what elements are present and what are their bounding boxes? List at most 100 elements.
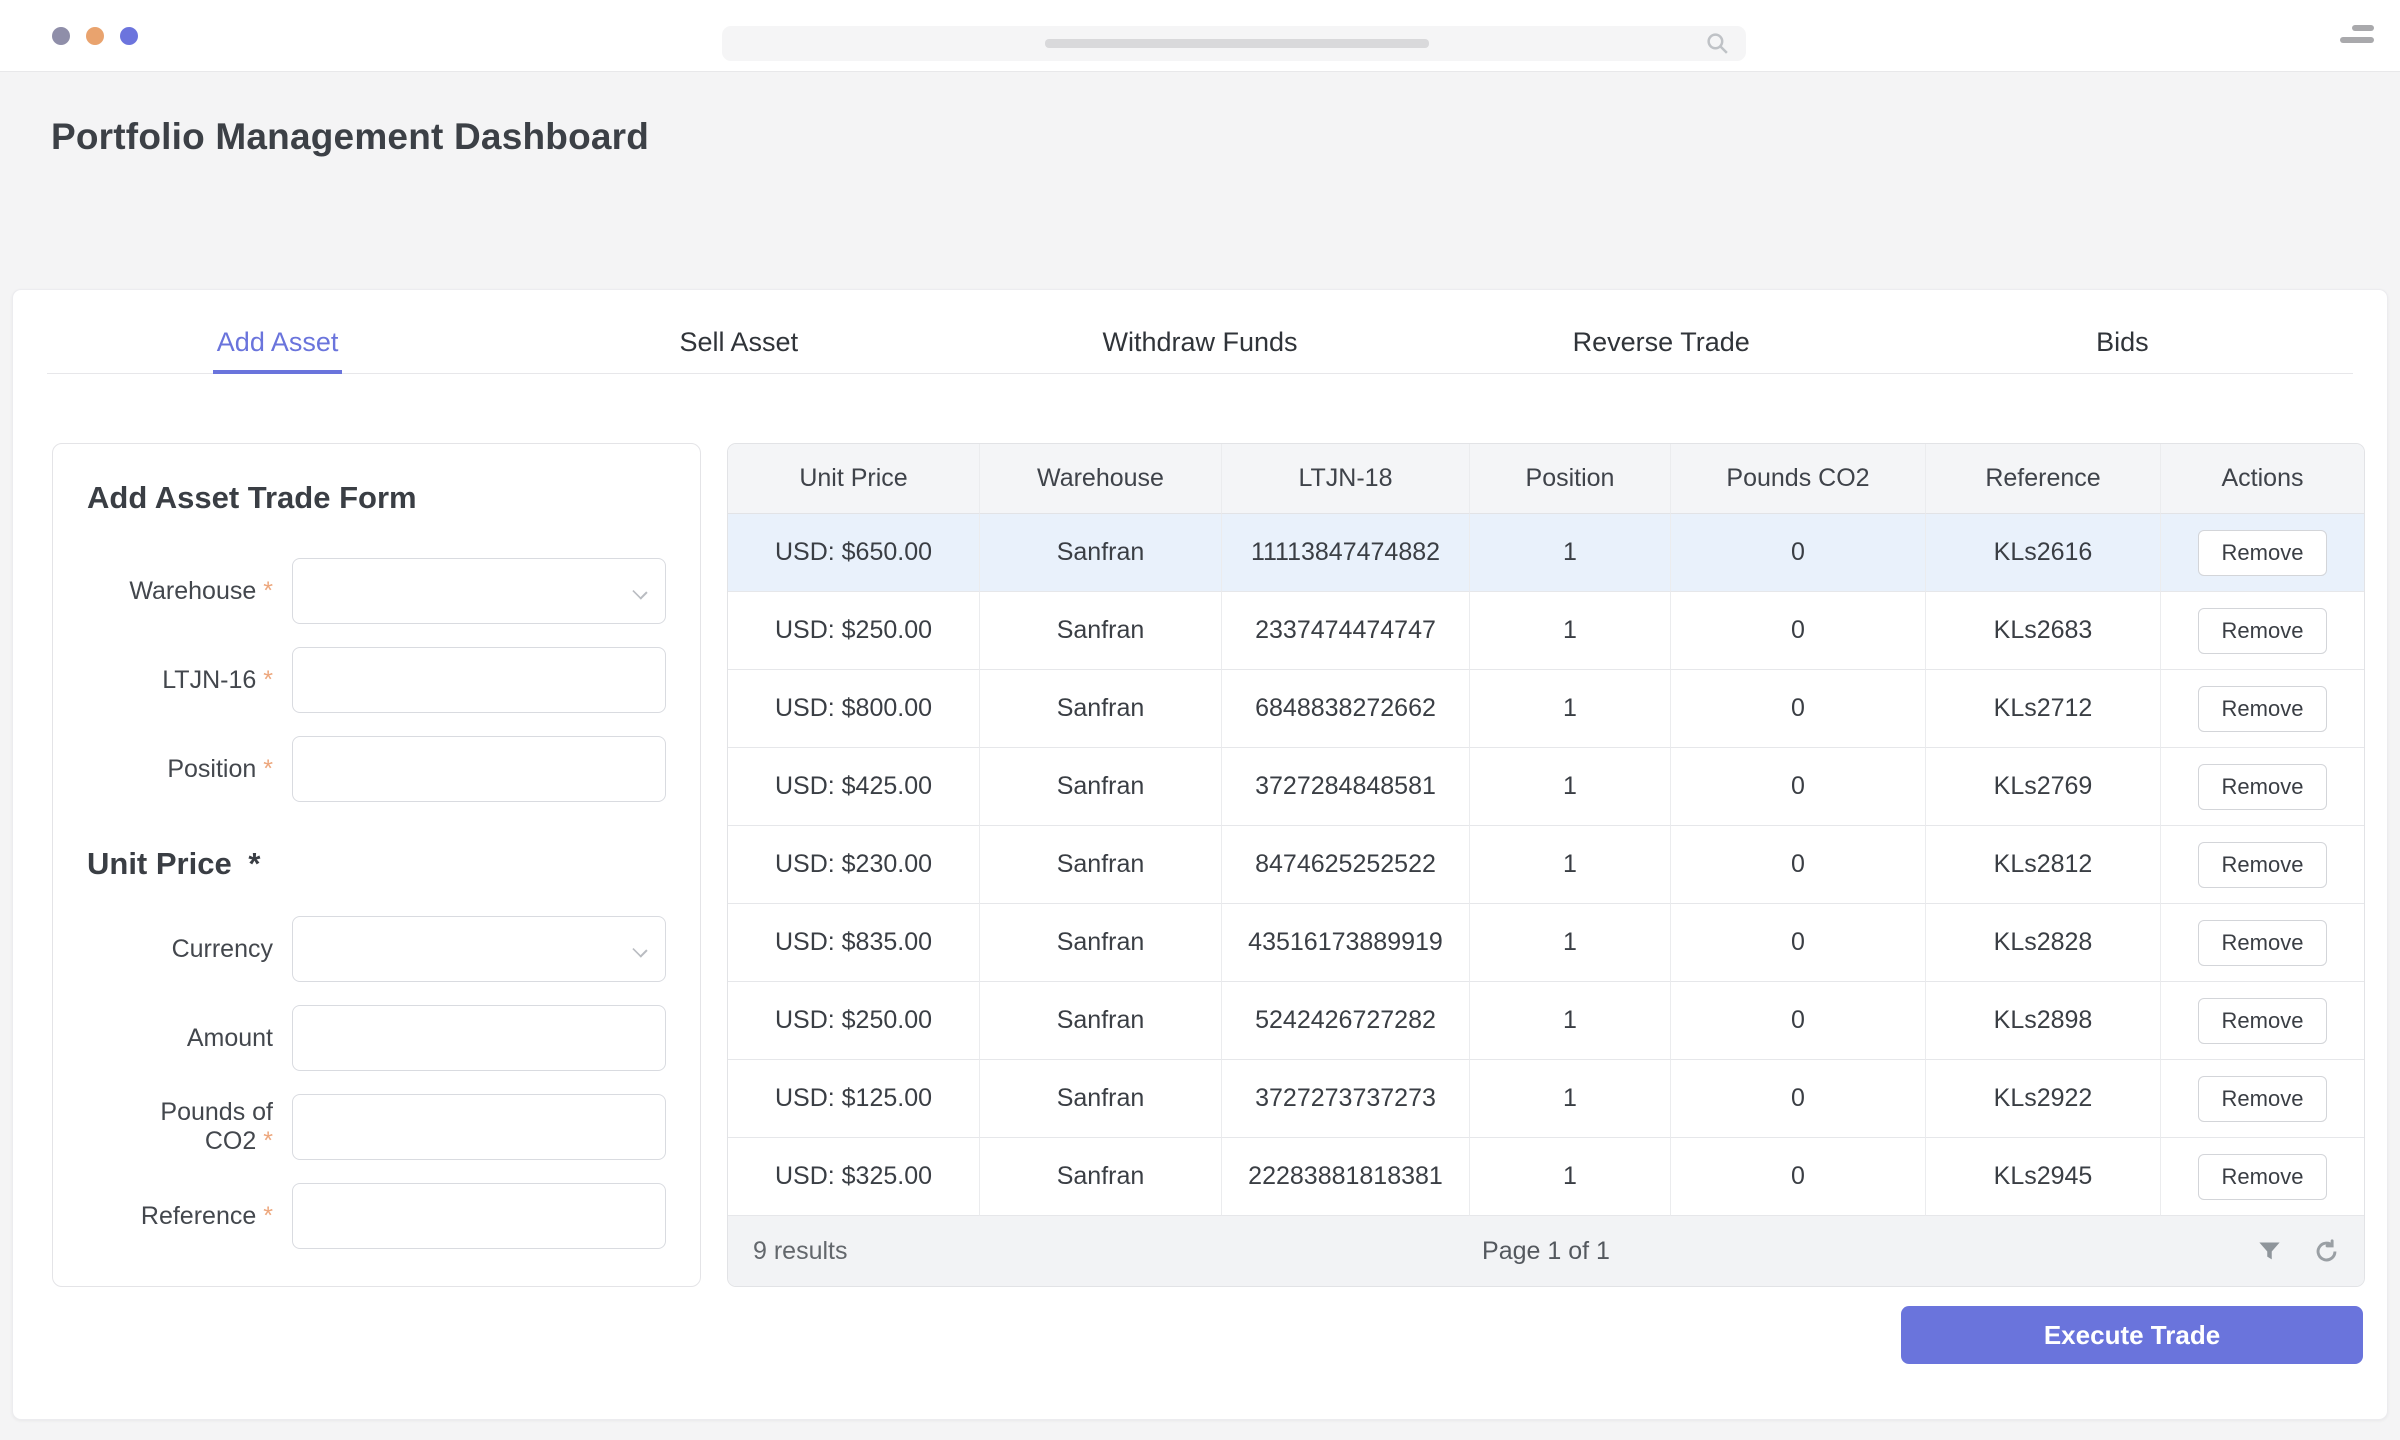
- required-star: *: [263, 754, 273, 783]
- required-star: *: [263, 1201, 273, 1230]
- tab-label: Sell Asset: [679, 327, 799, 357]
- search-icon: [1707, 33, 1728, 54]
- cell-actions: Remove: [2161, 592, 2364, 670]
- ltjn-16-input[interactable]: [292, 647, 666, 713]
- cell-position: 1: [1470, 670, 1671, 748]
- cell-pounds-co2: 0: [1671, 982, 1926, 1060]
- remove-button[interactable]: Remove: [2197, 997, 2328, 1044]
- cell-unit-price: USD: $250.00: [728, 982, 980, 1060]
- tab-reverse-trade[interactable]: Reverse Trade: [1431, 290, 1892, 373]
- results-count: 9 results: [753, 1236, 848, 1265]
- pounds-of-co2-input[interactable]: [292, 1094, 666, 1160]
- table-row: USD: $835.00 Sanfran 43516173889919 1 0 KLs28…: [728, 904, 2364, 982]
- cell-pounds-co2: 0: [1671, 748, 1926, 826]
- currency-select[interactable]: [292, 916, 666, 982]
- section-required-star: *: [239, 846, 261, 881]
- tabs: Add Asset Sell Asset Withdraw Funds Reverse…: [47, 290, 2353, 374]
- cell-unit-price: USD: $650.00: [728, 514, 980, 592]
- window-dot-orange[interactable]: [86, 27, 104, 45]
- cell-ltjn-18: 5242426727282: [1222, 982, 1470, 1060]
- remove-button[interactable]: Remove: [2197, 529, 2328, 576]
- cell-position: 1: [1470, 1138, 1671, 1216]
- remove-button[interactable]: Remove: [2197, 1075, 2328, 1122]
- cell-warehouse: Sanfran: [980, 748, 1222, 826]
- cell-unit-price: USD: $230.00: [728, 826, 980, 904]
- cell-actions: Remove: [2161, 1138, 2364, 1216]
- cell-position: 1: [1470, 1060, 1671, 1138]
- tab-withdraw-funds[interactable]: Withdraw Funds: [969, 290, 1430, 373]
- tab-label: Reverse Trade: [1572, 327, 1750, 357]
- cell-position: 1: [1470, 748, 1671, 826]
- cell-actions: Remove: [2161, 748, 2364, 826]
- remove-button[interactable]: Remove: [2197, 685, 2328, 732]
- cell-position: 1: [1470, 904, 1671, 982]
- field-label: Currency: [171, 934, 273, 963]
- column-header-warehouse: Warehouse: [980, 444, 1222, 514]
- cell-reference: KLs2898: [1926, 982, 2161, 1060]
- form-row: Warehouse *: [87, 558, 666, 624]
- add-asset-form: Add Asset Trade Form Warehouse * LTJN-16 *…: [52, 443, 701, 1287]
- cell-warehouse: Sanfran: [980, 1060, 1222, 1138]
- cell-actions: Remove: [2161, 1060, 2364, 1138]
- form-row: LTJN-16 *: [87, 647, 666, 713]
- form-title: Add Asset Trade Form: [87, 480, 417, 515]
- warehouse-select[interactable]: [292, 558, 666, 624]
- column-header-actions: Actions: [2161, 444, 2364, 514]
- cell-reference: KLs2616: [1926, 514, 2161, 592]
- form-row: Currency: [87, 916, 666, 982]
- required-star: *: [263, 1127, 273, 1155]
- cell-ltjn-18: 11113847474882: [1222, 514, 1470, 592]
- table-row: USD: $800.00 Sanfran 6848838272662 1 0 KLs271…: [728, 670, 2364, 748]
- cell-warehouse: Sanfran: [980, 670, 1222, 748]
- form-row: Pounds of CO2 *: [87, 1094, 666, 1160]
- cell-actions: Remove: [2161, 670, 2364, 748]
- amount-input[interactable]: [292, 1005, 666, 1071]
- window-dot-gray[interactable]: [52, 27, 70, 45]
- form-fields: Warehouse * LTJN-16 * Position * Unit Price…: [87, 558, 666, 1249]
- cell-ltjn-18: 3727273737273: [1222, 1060, 1470, 1138]
- filter-icon[interactable]: [2256, 1238, 2283, 1265]
- menu-icon[interactable]: [2340, 23, 2374, 47]
- remove-button[interactable]: Remove: [2197, 1153, 2328, 1200]
- field-label: Reference *: [140, 1201, 273, 1230]
- search-placeholder-line: [1045, 39, 1429, 48]
- refresh-icon[interactable]: [2313, 1238, 2340, 1265]
- cell-warehouse: Sanfran: [980, 1138, 1222, 1216]
- cell-unit-price: USD: $800.00: [728, 670, 980, 748]
- field-label: Position *: [167, 754, 273, 783]
- reference-input[interactable]: [292, 1183, 666, 1249]
- table-footer: 9 results Page 1 of 1: [728, 1216, 2364, 1286]
- execute-trade-button[interactable]: Execute Trade: [1901, 1306, 2363, 1364]
- table-row: USD: $250.00 Sanfran 2337474474747 1 0 KLs268…: [728, 592, 2364, 670]
- tab-sell-asset[interactable]: Sell Asset: [508, 290, 969, 373]
- table-row: USD: $125.00 Sanfran 3727273737273 1 0 KLs292…: [728, 1060, 2364, 1138]
- form-row: Position *: [87, 736, 666, 802]
- tab-label: Withdraw Funds: [1102, 327, 1298, 357]
- cell-warehouse: Sanfran: [980, 514, 1222, 592]
- cell-pounds-co2: 0: [1671, 592, 1926, 670]
- tab-label: Add Asset: [212, 326, 343, 374]
- window-controls: [52, 27, 138, 45]
- search-input[interactable]: [722, 26, 1746, 61]
- remove-button[interactable]: Remove: [2197, 763, 2328, 810]
- cell-pounds-co2: 0: [1671, 1138, 1926, 1216]
- column-header-position: Position: [1470, 444, 1671, 514]
- table-row: USD: $650.00 Sanfran 11113847474882 1 0 KLs26…: [728, 514, 2364, 592]
- tab-add-asset[interactable]: Add Asset: [47, 290, 508, 374]
- cell-pounds-co2: 0: [1671, 904, 1926, 982]
- form-row: Reference *: [87, 1183, 666, 1249]
- remove-button[interactable]: Remove: [2197, 841, 2328, 888]
- cell-reference: KLs2828: [1926, 904, 2161, 982]
- cell-warehouse: Sanfran: [980, 592, 1222, 670]
- position-input[interactable]: [292, 736, 666, 802]
- table-body: USD: $650.00 Sanfran 11113847474882 1 0 KLs26…: [728, 514, 2364, 1216]
- cell-unit-price: USD: $835.00: [728, 904, 980, 982]
- column-header-pounds-co2: Pounds CO2: [1671, 444, 1926, 514]
- cell-actions: Remove: [2161, 514, 2364, 592]
- remove-button[interactable]: Remove: [2197, 607, 2328, 654]
- remove-button[interactable]: Remove: [2197, 919, 2328, 966]
- window-dot-indigo[interactable]: [120, 27, 138, 45]
- cell-pounds-co2: 0: [1671, 514, 1926, 592]
- tab-bids[interactable]: Bids: [1892, 290, 2353, 373]
